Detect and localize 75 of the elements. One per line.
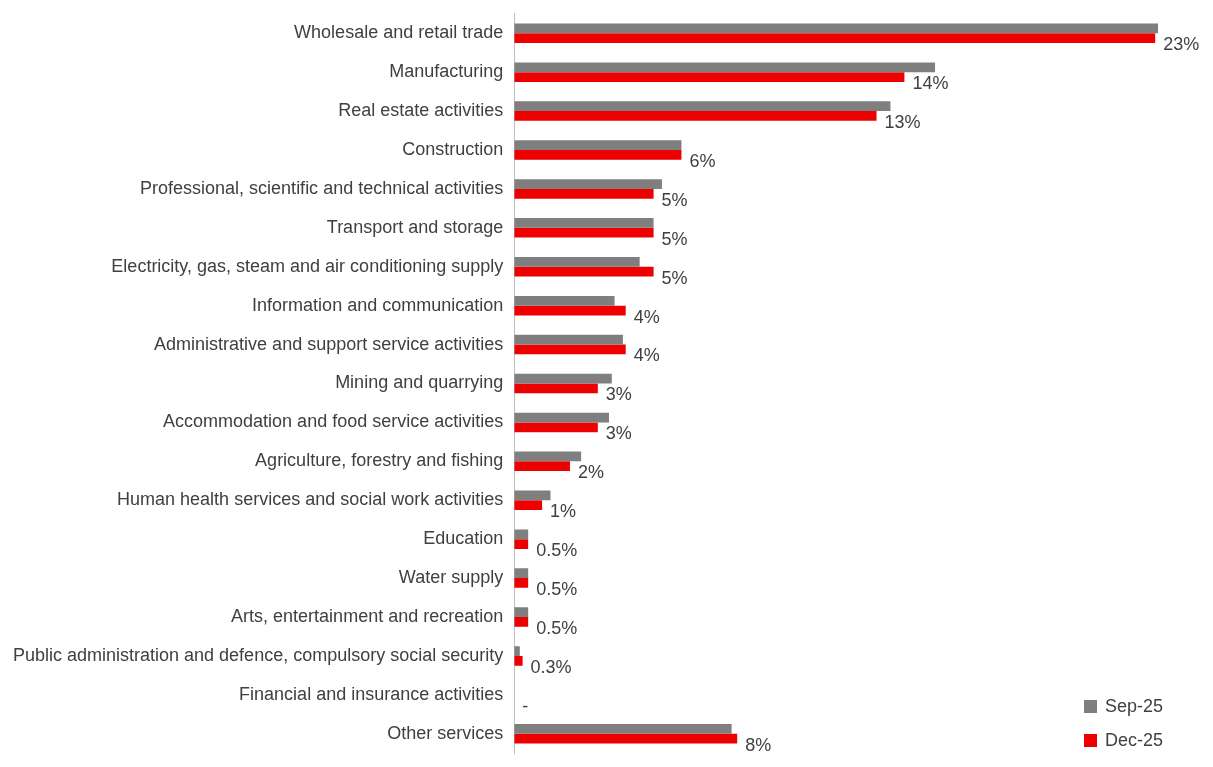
y-tick-label: Electricity, gas, steam and air conditioning supply xyxy=(111,255,504,276)
bar xyxy=(514,111,877,121)
bar xyxy=(514,101,891,112)
bar xyxy=(514,500,543,510)
y-tick-label: Water supply xyxy=(398,567,504,588)
data-label: 0.5% xyxy=(536,540,578,560)
data-label: 5% xyxy=(661,189,688,210)
bar xyxy=(514,257,640,267)
y-tick-label: Accommodation and food service activities xyxy=(163,411,504,432)
legend-label: Dec-25 xyxy=(1104,729,1164,753)
bar xyxy=(514,617,529,627)
data-label: 3% xyxy=(605,423,632,444)
bar xyxy=(514,568,529,579)
bar xyxy=(514,140,682,151)
bar xyxy=(514,150,682,160)
data-label: 4% xyxy=(633,345,660,366)
y-tick-label: Information and communication xyxy=(252,294,504,315)
bar xyxy=(514,218,654,228)
bar xyxy=(514,23,1158,34)
data-label: 23% xyxy=(1163,34,1200,55)
bar xyxy=(514,344,626,355)
bar xyxy=(514,539,529,549)
y-tick-label: Wholesale and retail trade xyxy=(294,22,504,43)
y-tick-label: Administrative and support service activities xyxy=(154,333,504,354)
y-tick-label: Education xyxy=(423,528,504,549)
bar xyxy=(514,383,598,394)
data-label: 0.5% xyxy=(536,578,578,599)
bar xyxy=(514,733,738,744)
bar xyxy=(514,33,1156,43)
data-label: 2% xyxy=(577,462,604,483)
bar xyxy=(514,412,609,423)
data-label: - xyxy=(522,695,529,716)
data-label: 0.3% xyxy=(530,656,572,677)
bar xyxy=(514,578,529,588)
bar xyxy=(514,646,520,656)
bar xyxy=(514,461,570,472)
y-tick-label: Construction xyxy=(402,138,504,159)
data-label: 6% xyxy=(689,150,716,171)
bar xyxy=(514,295,615,306)
y-tick-label: Real estate activities xyxy=(338,100,504,121)
y-tick-label: Arts, entertainment and recreation xyxy=(231,605,504,626)
y-tick-label: Public administration and defence, compulsory social security xyxy=(12,644,504,665)
data-label: 14% xyxy=(912,73,949,94)
bar xyxy=(514,334,623,345)
bar xyxy=(514,607,529,617)
y-tick-label: Professional, scientific and technical activities xyxy=(140,177,504,198)
y-tick-label: Financial and insurance activities xyxy=(239,683,504,704)
data-label: 4% xyxy=(633,306,660,327)
bar xyxy=(514,72,905,82)
bar xyxy=(514,305,626,316)
data-label: 13% xyxy=(884,111,921,132)
bar xyxy=(514,451,582,462)
bar xyxy=(514,266,654,277)
data-label: 5% xyxy=(661,228,688,249)
bar xyxy=(514,422,598,433)
data-label: 5% xyxy=(661,267,688,288)
y-tick-label: Agriculture, forestry and fishing xyxy=(255,450,504,471)
bar xyxy=(514,62,936,73)
bar xyxy=(514,724,732,734)
y-tick-label: Transport and storage xyxy=(326,216,504,237)
legend-label: Sep-25 xyxy=(1104,695,1164,719)
y-tick-label: Mining and quarrying xyxy=(335,372,504,393)
data-label: 8% xyxy=(745,734,772,755)
bar xyxy=(514,529,529,540)
data-label: 0.5% xyxy=(536,617,578,638)
bar xyxy=(514,373,612,384)
bar xyxy=(514,179,662,189)
y-tick-label: Manufacturing xyxy=(389,61,504,82)
data-label: 1% xyxy=(550,501,577,522)
bar xyxy=(514,188,654,199)
y-tick-label: Other services xyxy=(387,722,504,743)
bar xyxy=(514,655,523,666)
bar xyxy=(514,227,654,238)
data-label: 3% xyxy=(605,384,632,405)
y-tick-label: Human health services and social work activities xyxy=(117,489,504,510)
